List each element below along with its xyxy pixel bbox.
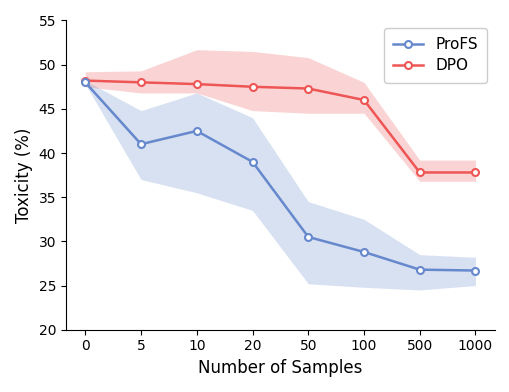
DPO — [138, 80, 144, 85]
ProFS — [416, 267, 422, 272]
X-axis label: Number of Samples: Number of Samples — [198, 359, 362, 377]
DPO — [471, 170, 477, 175]
Line: ProFS: ProFS — [81, 79, 478, 274]
ProFS — [138, 142, 144, 147]
ProFS — [471, 268, 477, 273]
ProFS — [360, 250, 366, 254]
Y-axis label: Toxicity (%): Toxicity (%) — [15, 127, 33, 223]
Line: DPO: DPO — [81, 77, 478, 176]
ProFS — [304, 234, 310, 239]
DPO — [249, 84, 255, 89]
DPO — [416, 170, 422, 175]
DPO — [82, 78, 88, 83]
ProFS — [249, 160, 255, 164]
DPO — [193, 82, 200, 87]
ProFS — [82, 80, 88, 85]
DPO — [304, 86, 310, 91]
Legend: ProFS, DPO: ProFS, DPO — [383, 28, 487, 83]
DPO — [360, 98, 366, 102]
ProFS — [193, 129, 200, 133]
